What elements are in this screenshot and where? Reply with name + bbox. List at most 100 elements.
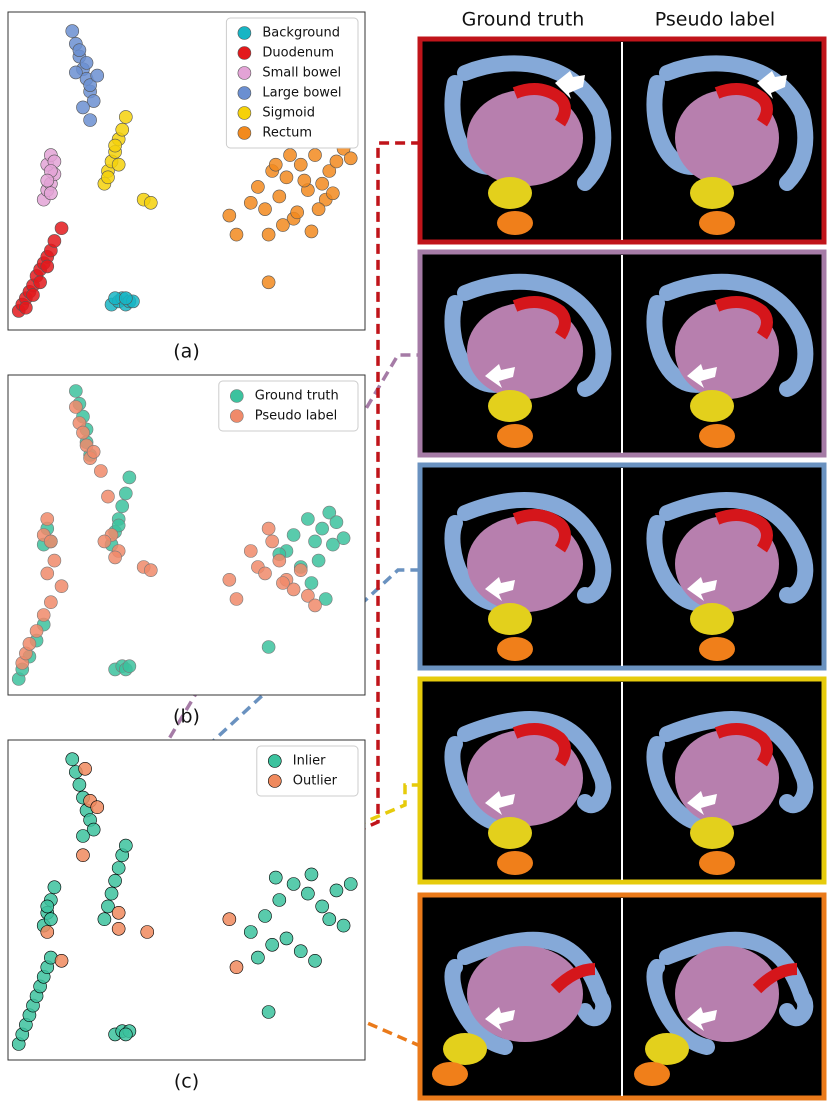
- arrow: [485, 1007, 515, 1031]
- organ-duodenum: [512, 296, 571, 340]
- point: [111, 518, 126, 533]
- arrow: [555, 71, 585, 99]
- organ-duodenum: [714, 83, 773, 127]
- point: [22, 636, 37, 651]
- rendering: [444, 273, 612, 448]
- point: [83, 78, 97, 92]
- legend-label: Large bowel: [262, 86, 341, 101]
- point: [326, 537, 340, 552]
- point: [47, 880, 62, 895]
- organ-sigmoid: [488, 603, 532, 635]
- legend-box: [218, 380, 359, 432]
- organ-rectum: [497, 637, 533, 661]
- organ-rectum: [497, 424, 533, 448]
- point: [286, 877, 301, 891]
- rendering: [634, 931, 814, 1086]
- point: [101, 170, 115, 185]
- point: [44, 912, 58, 927]
- organ-duodenum: [512, 723, 571, 767]
- point: [279, 931, 294, 946]
- caption: (b): [173, 706, 200, 728]
- point: [40, 925, 55, 939]
- legend-marker: [237, 46, 252, 60]
- point: [336, 531, 351, 546]
- point: [329, 515, 344, 530]
- legend-label: Sigmoid: [262, 106, 315, 121]
- legend-box: [256, 745, 359, 797]
- point: [76, 829, 90, 843]
- point: [265, 534, 279, 549]
- point: [322, 164, 337, 178]
- organ-sigmoid: [690, 603, 734, 635]
- point: [47, 553, 62, 568]
- column-header: Ground truth: [462, 9, 585, 31]
- legend-marker: [267, 774, 282, 788]
- point: [261, 521, 276, 536]
- point: [258, 202, 272, 216]
- point: [54, 221, 69, 236]
- point: [322, 912, 337, 927]
- legend-label: Duodenum: [262, 46, 334, 61]
- point: [322, 505, 337, 520]
- organ-small-bowel: [467, 90, 583, 186]
- point: [315, 899, 329, 914]
- point: [54, 579, 69, 594]
- point: [222, 572, 237, 587]
- point: [283, 148, 297, 162]
- legend-marker: [237, 86, 252, 100]
- point: [297, 173, 312, 188]
- point: [290, 205, 304, 220]
- point: [83, 113, 97, 127]
- point: [318, 592, 333, 606]
- point: [54, 953, 69, 968]
- point: [111, 157, 126, 172]
- legend-label: Background: [262, 26, 340, 41]
- organ-duodenum: [512, 509, 571, 553]
- point: [301, 588, 315, 603]
- organ-sigmoid: [443, 1033, 487, 1065]
- legend-marker: [237, 126, 252, 140]
- point: [243, 544, 258, 558]
- point: [261, 1005, 276, 1019]
- point: [258, 909, 272, 923]
- organ-large-bowel: [646, 710, 814, 832]
- legend-marker: [237, 66, 252, 80]
- point: [301, 886, 315, 901]
- rendering: [646, 492, 814, 661]
- point: [97, 534, 112, 549]
- organ-sigmoid: [488, 390, 532, 422]
- rendering: [432, 931, 612, 1086]
- point: [111, 921, 126, 936]
- point: [76, 100, 90, 115]
- point: [311, 202, 326, 216]
- point: [101, 489, 115, 504]
- organ-duodenum: [512, 83, 571, 127]
- arrow: [687, 577, 717, 601]
- point: [329, 154, 344, 169]
- point: [272, 553, 287, 568]
- organ-duodenum: [752, 963, 798, 994]
- point: [286, 582, 301, 597]
- point: [69, 65, 83, 80]
- organ-rectum: [699, 851, 735, 875]
- point: [40, 512, 55, 526]
- point: [229, 227, 244, 242]
- legend-marker: [230, 389, 244, 403]
- point: [78, 761, 92, 776]
- point: [90, 68, 105, 83]
- legend-marker: [267, 754, 282, 768]
- point: [94, 464, 108, 478]
- point: [119, 291, 133, 306]
- point: [101, 899, 115, 914]
- point: [79, 56, 94, 70]
- legend-label: Outlier: [293, 774, 338, 789]
- point: [44, 595, 58, 610]
- point: [276, 218, 290, 232]
- point: [115, 499, 130, 514]
- caption: (a): [173, 341, 199, 363]
- point: [86, 444, 101, 459]
- point: [268, 870, 283, 885]
- point: [261, 640, 276, 654]
- organ-small-bowel: [675, 946, 779, 1042]
